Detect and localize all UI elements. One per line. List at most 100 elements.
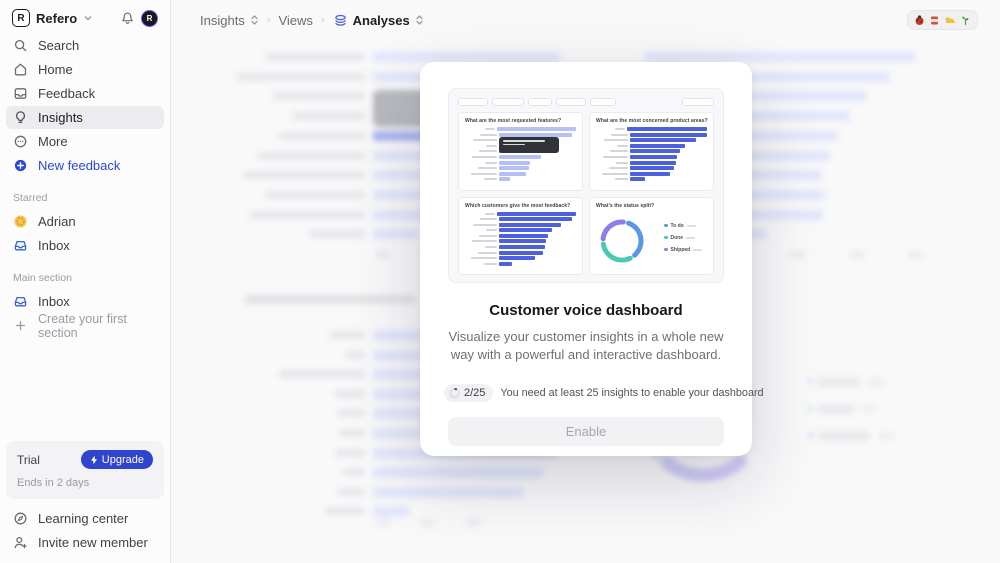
preview-bar-row	[465, 228, 576, 233]
preview-bar	[499, 239, 547, 244]
preview-filter-pill	[556, 98, 586, 106]
preview-bar-row	[596, 160, 707, 165]
sidebar-item-search[interactable]: Search	[6, 34, 164, 57]
sidebar-item-insights[interactable]: Insights	[6, 106, 164, 129]
preview-bar	[499, 166, 530, 171]
learning-center-button[interactable]: Learning center	[6, 507, 164, 530]
preview-bar	[499, 171, 527, 176]
breadcrumb-separator: ›	[320, 14, 325, 26]
label-line	[479, 234, 497, 237]
chevron-down-icon[interactable]	[83, 13, 93, 23]
label-line	[486, 229, 497, 232]
preview-bar-row	[465, 154, 576, 159]
progress-pill: 2/25	[444, 384, 494, 402]
preview-bar-label	[465, 144, 497, 147]
preview-filter-pill	[492, 98, 524, 106]
preview-card-title: Which customers give the most feedback?	[465, 202, 571, 209]
spacer	[620, 98, 678, 106]
sidebar-item-home[interactable]: Home	[6, 58, 164, 81]
starred-item-label: Inbox	[38, 238, 70, 253]
preview-bar-row	[596, 171, 707, 176]
invite-member-button[interactable]: Invite new member	[6, 531, 164, 554]
new-feedback-label: New feedback	[38, 158, 121, 173]
sidebar-item-label: Search	[38, 38, 80, 53]
more-icon	[14, 135, 27, 148]
sidebar-item-more[interactable]: More	[6, 130, 164, 153]
search-icon	[14, 39, 27, 52]
preview-bar-label	[465, 150, 497, 153]
sidebar-item-feedback[interactable]: Feedback	[6, 82, 164, 105]
preview-bar-label	[465, 172, 497, 175]
preview-bar-row	[596, 138, 707, 143]
legend-dot	[664, 235, 668, 240]
label-line	[480, 218, 497, 221]
preview-card-bars	[465, 127, 576, 182]
label-line	[479, 150, 497, 153]
preview-bar-label	[596, 167, 628, 170]
preview-bar-label	[465, 139, 497, 142]
preview-bar	[630, 177, 646, 182]
label-line	[615, 128, 626, 130]
trial-card: Trial Upgrade Ends in 2 days	[6, 441, 164, 499]
preview-bar-label	[596, 161, 628, 164]
starred-item-label: Adrian	[38, 214, 76, 229]
preview-card-title: What's the status split?	[596, 202, 655, 209]
breadcrumb-analyses[interactable]: Analyses	[333, 13, 424, 28]
user-avatar[interactable]: R	[141, 9, 158, 27]
bell-icon[interactable]	[120, 11, 135, 26]
preview-bar-label	[596, 133, 628, 136]
preview-filter-pill	[682, 98, 714, 106]
duck-icon	[945, 16, 955, 23]
lightbulb-icon	[16, 111, 25, 123]
modal-title: Customer voice dashboard	[489, 302, 683, 319]
preview-bar-label	[465, 178, 497, 181]
create-section-button[interactable]: Create your first section	[6, 312, 164, 340]
preview-card-bars	[596, 127, 707, 182]
label-line	[473, 223, 497, 226]
sidebar-item-label: More	[38, 134, 68, 149]
preview-bar-label	[465, 167, 497, 170]
preview-bar-label	[465, 246, 497, 249]
preview-bar-row	[465, 261, 576, 266]
label-line	[480, 133, 497, 136]
preview-card-title: What are the most requested features?	[465, 118, 562, 124]
legend-value	[686, 236, 695, 239]
preview-bar-label	[596, 144, 628, 147]
main-item-inbox[interactable]: Inbox	[6, 290, 164, 313]
sidebar-item-label: Feedback	[38, 86, 96, 101]
starred-item-inbox[interactable]: Inbox	[6, 234, 164, 257]
seedling-icon	[962, 16, 969, 25]
preview-bar-label	[465, 133, 497, 136]
reactions-pill[interactable]	[907, 10, 978, 30]
label-line	[602, 172, 628, 175]
enable-button[interactable]: Enable	[448, 417, 724, 446]
preview-filter-pill	[528, 98, 552, 106]
preview-card: What's the status split? To do Done Shipped	[589, 196, 714, 275]
preview-bar-label	[465, 262, 497, 265]
preview-filter-row	[458, 98, 714, 106]
starred-item-adrian[interactable]: Adrian	[6, 210, 164, 233]
modal-description-line2: way with a powerful and interactive dash…	[450, 347, 722, 362]
new-feedback-button[interactable]: New feedback	[6, 154, 164, 177]
upgrade-button[interactable]: Upgrade	[80, 450, 153, 469]
preview-bar-row	[596, 132, 707, 137]
preview-bar-label	[596, 178, 628, 181]
label-line	[610, 133, 628, 136]
learning-center-label: Learning center	[38, 511, 129, 526]
workspace-name[interactable]: Refero	[36, 10, 78, 26]
breadcrumb-insights[interactable]: Insights	[200, 13, 259, 28]
label-line	[486, 144, 497, 147]
preview-bar-row	[465, 166, 576, 171]
preview-donut-legend: To do Done Shipped	[664, 223, 703, 259]
preview-card: Which customers give the most feedback?	[458, 196, 583, 275]
label-line	[472, 240, 497, 243]
main-section-label: Main section	[13, 272, 72, 284]
modal-description: Visualize your customer insights in a wh…	[420, 328, 752, 364]
preview-card: What are the most requested features?	[458, 112, 583, 191]
preview-bar-row	[596, 149, 707, 154]
legend-row: Done	[664, 235, 702, 241]
breadcrumb-views[interactable]: Views	[278, 13, 312, 28]
sidebar: R Refero R Search Home Feedback Insights…	[0, 0, 171, 563]
label-line	[616, 161, 628, 164]
preview-bar-row	[596, 166, 707, 171]
